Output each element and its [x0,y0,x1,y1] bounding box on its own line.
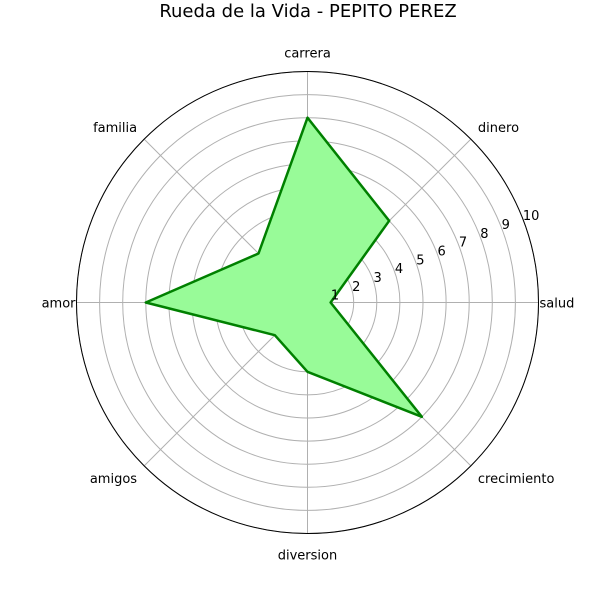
chart-title: Rueda de la Vida - PEPITO PEREZ [159,1,456,22]
category-label-familia: familia [93,121,137,136]
radial-tick-label: 7 [459,236,467,251]
radial-tick-label: 8 [480,227,488,242]
category-label-crecimiento: crecimiento [478,472,555,487]
category-labels: salud dinero carrera familia amor amigos diver… [42,47,575,564]
data-area [144,116,424,419]
outer-ring [76,71,539,534]
category-label-diversion: diversion [278,549,337,564]
category-label-amigos: amigos [90,472,137,487]
radial-tick-label: 9 [502,218,510,233]
series-fill [145,117,422,417]
radial-tick-label: 6 [438,244,446,259]
category-label-salud: salud [540,297,575,312]
category-label-dinero: dinero [478,121,519,136]
radial-tick-label: 2 [352,280,360,295]
radial-tick-label: 4 [395,262,403,277]
radial-tick-label: 3 [374,271,382,286]
radial-tick-label: 5 [416,253,424,268]
category-label-amor: amor [42,297,77,312]
radial-tick-label: 10 [523,209,540,224]
category-label-carrera: carrera [284,47,331,62]
radial-tick-label: 1 [331,289,339,304]
